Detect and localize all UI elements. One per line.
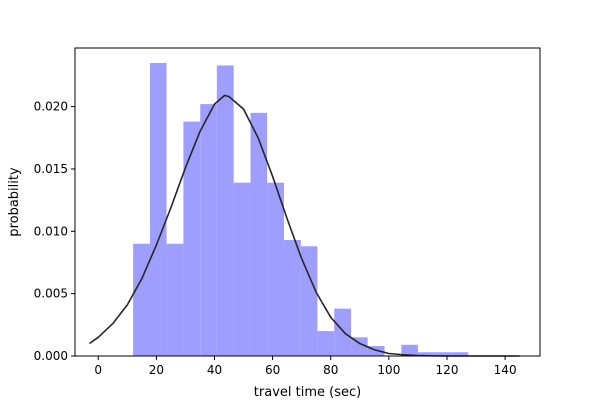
histogram-bar-7 — [250, 112, 268, 356]
histogram-bar-13 — [351, 337, 368, 356]
bars-layer — [133, 62, 469, 356]
histogram-bar-0 — [133, 243, 150, 356]
histogram-bar-5 — [216, 65, 234, 356]
histogram-bar-1 — [149, 62, 167, 356]
histogram-bar-8 — [267, 182, 284, 356]
x-tick-label-3: 60 — [265, 363, 280, 377]
y-tick-label-4: 0.020 — [34, 100, 68, 114]
x-tick-label-2: 40 — [207, 363, 222, 377]
x-axis-label: travel time (sec) — [254, 385, 361, 400]
histogram-bar-17 — [417, 352, 435, 356]
plot-frame — [74, 47, 541, 357]
y-tick-label-2: 0.010 — [34, 224, 68, 238]
histogram-bar-19 — [451, 352, 469, 356]
x-axis: 0 20 40 60 80 100 120 140 — [94, 356, 517, 377]
y-axis: 0.000 0.005 0.010 0.015 0.020 — [34, 100, 75, 363]
histogram-bar-10 — [300, 246, 318, 356]
x-tick-label-4: 80 — [323, 363, 338, 377]
histogram-bar-2 — [166, 243, 184, 356]
y-axis-label: probability — [7, 167, 22, 237]
y-tick-label-1: 0.005 — [34, 287, 68, 301]
y-tick-label-3: 0.015 — [34, 162, 68, 176]
histogram-bar-18 — [434, 352, 452, 356]
histogram-bar-9 — [283, 240, 301, 356]
histogram-bar-3 — [183, 121, 201, 356]
histogram-bar-4 — [200, 104, 217, 356]
histogram-bar-12 — [334, 308, 352, 356]
x-tick-label-6: 120 — [436, 363, 459, 377]
histogram-bar-6 — [233, 182, 251, 356]
x-tick-label-7: 140 — [494, 363, 517, 377]
x-tick-label-1: 20 — [149, 363, 164, 377]
y-tick-label-0: 0.000 — [34, 349, 68, 363]
x-tick-label-5: 100 — [377, 363, 400, 377]
histogram-bar-16 — [401, 344, 418, 356]
x-tick-label-0: 0 — [94, 363, 102, 377]
histogram-bar-11 — [317, 331, 335, 356]
